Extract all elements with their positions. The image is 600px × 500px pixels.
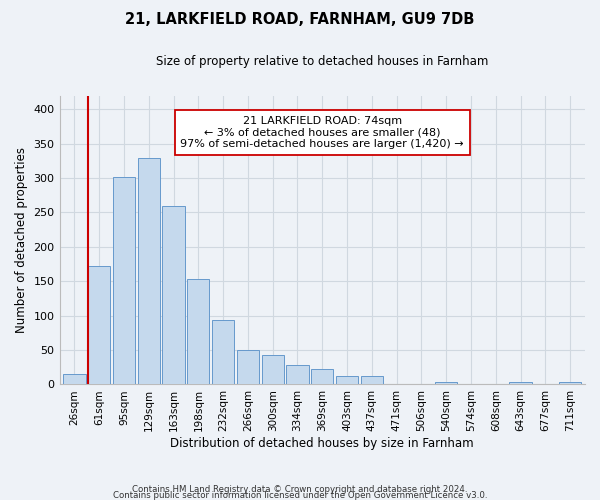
Bar bbox=[113, 178, 135, 384]
Title: Size of property relative to detached houses in Farnham: Size of property relative to detached ho… bbox=[156, 55, 488, 68]
Bar bbox=[509, 382, 532, 384]
Bar bbox=[88, 266, 110, 384]
Text: Contains public sector information licensed under the Open Government Licence v3: Contains public sector information licen… bbox=[113, 490, 487, 500]
Bar bbox=[262, 355, 284, 384]
Bar bbox=[435, 382, 457, 384]
Bar bbox=[212, 320, 234, 384]
Bar bbox=[237, 350, 259, 384]
Text: 21, LARKFIELD ROAD, FARNHAM, GU9 7DB: 21, LARKFIELD ROAD, FARNHAM, GU9 7DB bbox=[125, 12, 475, 28]
Bar bbox=[311, 368, 334, 384]
Bar bbox=[559, 382, 581, 384]
Bar bbox=[163, 206, 185, 384]
Y-axis label: Number of detached properties: Number of detached properties bbox=[15, 147, 28, 333]
X-axis label: Distribution of detached houses by size in Farnham: Distribution of detached houses by size … bbox=[170, 437, 474, 450]
Bar bbox=[187, 279, 209, 384]
Bar bbox=[286, 364, 308, 384]
Bar bbox=[361, 376, 383, 384]
Bar bbox=[336, 376, 358, 384]
Bar bbox=[63, 374, 86, 384]
Text: Contains HM Land Registry data © Crown copyright and database right 2024.: Contains HM Land Registry data © Crown c… bbox=[132, 484, 468, 494]
Text: 21 LARKFIELD ROAD: 74sqm
← 3% of detached houses are smaller (48)
97% of semi-de: 21 LARKFIELD ROAD: 74sqm ← 3% of detache… bbox=[181, 116, 464, 149]
Bar bbox=[137, 158, 160, 384]
